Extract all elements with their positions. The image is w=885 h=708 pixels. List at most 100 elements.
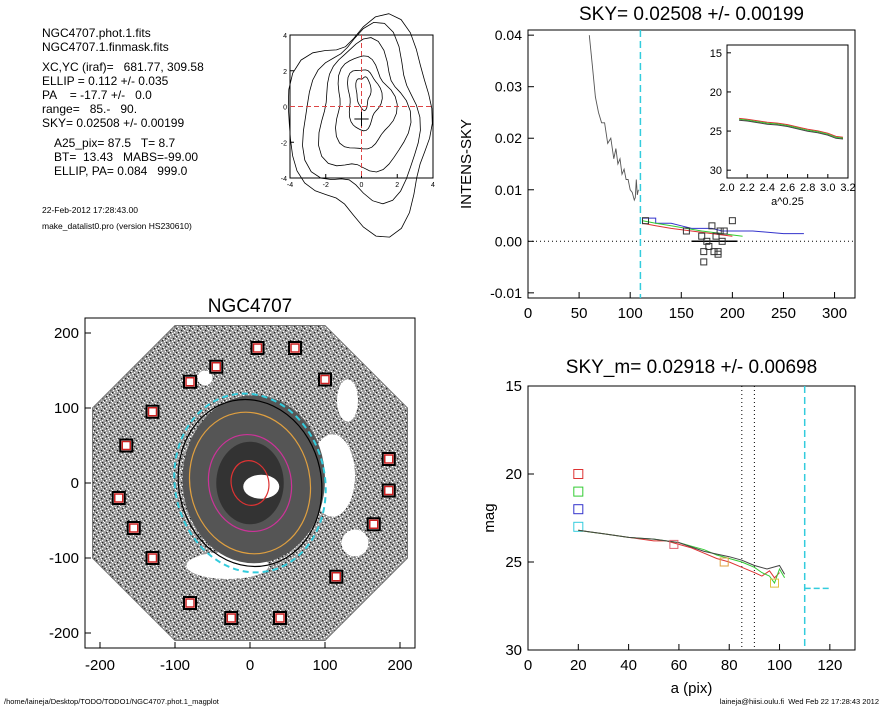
inset-frame [726, 44, 849, 179]
legend-square [573, 521, 584, 532]
mag-series-line [578, 529, 786, 575]
star-mask [250, 341, 265, 355]
inset-x-tick-label: 2.8 [800, 182, 815, 194]
x-tick-label: 250 [771, 305, 796, 322]
x-tick-label: 120 [817, 657, 842, 674]
star-mask [111, 491, 126, 505]
star-mask-inner [331, 572, 341, 582]
contour-plot: -4 -2 0 2 4 4 2 0 -2 -4 [281, 13, 435, 238]
inset-y-tick-label: 20 [710, 87, 722, 99]
info-line: SKY= 0.02508 +/- 0.00199 [42, 116, 185, 130]
x-tick-label: 4 [431, 182, 435, 189]
y-tick-label: 0.03 [495, 79, 522, 95]
y-tick-label: -4 [281, 176, 287, 183]
info-line: NGC4707.phot.1.fits [42, 26, 151, 40]
y-tick-label: 0.02 [495, 130, 522, 146]
x-tick-label: -4 [287, 182, 293, 189]
x-tick-label: 100 [312, 657, 337, 674]
x-tick-label: 60 [671, 657, 688, 674]
mag-square [719, 557, 729, 567]
star-mask-inner [252, 343, 263, 353]
star-mask-inner [290, 343, 300, 353]
sky-square [720, 227, 728, 235]
star-mask-inner [121, 440, 131, 451]
info-text: NGC4707.phot.1.fits NGC4707.1.finmask.fi… [42, 26, 204, 178]
y-tick-label: -100 [49, 550, 79, 567]
star-mask-inner [384, 485, 394, 496]
program-version: make_datalist0.pro (version HS230610) [42, 221, 192, 231]
mask-blob [341, 529, 369, 557]
star-mask-inner [114, 493, 124, 503]
info-line: BT= 13.43 MABS=-99.00 [54, 150, 199, 164]
x-tick-label: 40 [620, 657, 637, 674]
inset-y-tick-label: 30 [710, 165, 722, 177]
contour-line [287, 13, 433, 238]
star-mask [329, 569, 344, 584]
info-line: XC,YC (iraf)= 681.77, 309.58 [42, 60, 204, 74]
mag-series-line [578, 529, 786, 585]
y-tick-label: 25 [505, 554, 522, 571]
star-mask [145, 404, 160, 419]
star-mask [288, 341, 302, 355]
mag-series-line [578, 529, 780, 579]
sky-frame [527, 29, 856, 299]
y-tick-label: 0 [283, 105, 287, 112]
sky-title: SKY= 0.02508 +/- 0.00199 [579, 4, 804, 25]
contour-line [347, 69, 383, 132]
x-tick-label: 0 [524, 305, 532, 322]
mag-ylabel: mag [481, 503, 498, 532]
star-mask [126, 521, 141, 535]
sky-square [682, 227, 690, 235]
mag-frame [527, 385, 856, 651]
contour-line [302, 21, 421, 205]
x-tick-label: 20 [570, 657, 587, 674]
star-mask [273, 611, 287, 625]
inset-x-tick-label: 2.4 [760, 182, 775, 194]
star-mask [183, 596, 197, 610]
star-mask-inner [320, 374, 330, 385]
galaxy-image-panel: NGC4707 -200 -100 0 100 200 200 100 0 -100 -200 [49, 296, 416, 674]
y-tick-label: 30 [505, 642, 522, 659]
profile-line [588, 35, 639, 202]
x-tick-label: 200 [720, 305, 745, 322]
x-tick-label: -100 [160, 657, 190, 674]
star-mask-inner [147, 553, 158, 563]
info-block-files: NGC4707.phot.1.fits NGC4707.1.finmask.fi… [42, 26, 204, 54]
mag-square [669, 539, 679, 549]
info-line: ELLIP, PA= 0.084 999.0 [54, 164, 188, 178]
sky-square [714, 250, 722, 258]
y-tick-label: 0.01 [495, 182, 522, 198]
isophote-ellipse [188, 411, 312, 555]
mag-title: SKY_m= 0.02918 +/- 0.00698 [566, 357, 817, 378]
info-line: range= 85.- 90. [42, 102, 138, 116]
image-title: NGC4707 [208, 296, 293, 317]
sky-square [700, 258, 708, 266]
star-mask [209, 359, 224, 374]
x-tick-label: -2 [323, 182, 329, 189]
sky-square [708, 222, 716, 230]
footer-path: /home/laineja/Desktop/TODO/TODO1/NGC4707… [4, 697, 219, 706]
star-mask [224, 611, 239, 625]
star-mask-inner [226, 613, 236, 623]
star-mask-inner [384, 454, 394, 464]
x-tick-label: 150 [669, 305, 694, 322]
y-tick-label: 0 [71, 475, 79, 492]
mag-square [770, 578, 780, 588]
x-tick-label: 200 [387, 657, 412, 674]
x-tick-label: 100 [618, 305, 643, 322]
inset-x-tick-label: 2.0 [719, 182, 734, 194]
contour-line [335, 55, 398, 150]
y-tick-label: 100 [54, 400, 79, 417]
info-line: ELLIP = 0.112 +/- 0.035 [42, 74, 169, 88]
x-tick-label: 50 [571, 305, 588, 322]
star-mask-inner [369, 519, 379, 529]
sky-series-line [642, 217, 804, 235]
y-tick-label: 2 [283, 69, 287, 76]
star-mask-inner [185, 377, 195, 387]
legend-square [573, 469, 584, 479]
inset-y-tick-label: 25 [710, 126, 722, 138]
sky-square [716, 227, 724, 235]
mag-xlabel: a (pix) [671, 680, 713, 697]
x-tick-label: 300 [822, 305, 847, 322]
